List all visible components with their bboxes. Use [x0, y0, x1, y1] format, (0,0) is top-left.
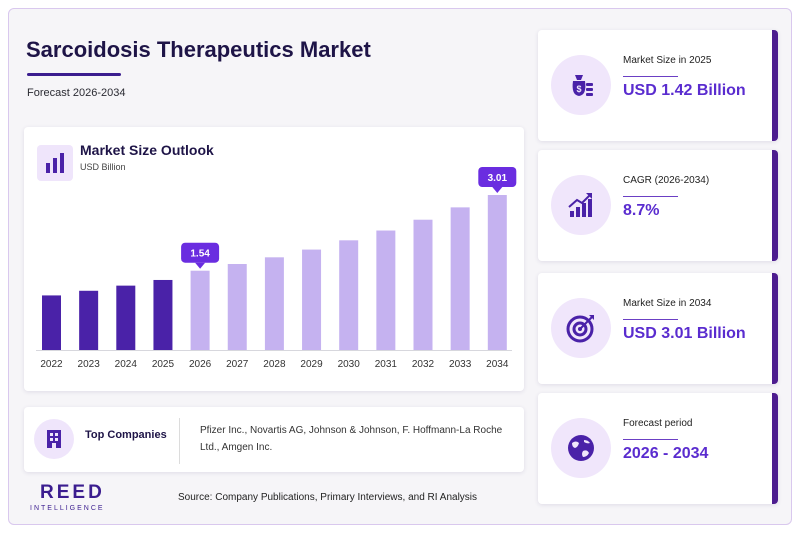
x-tick-label: 2025: [152, 359, 175, 370]
title-underline: [27, 73, 121, 76]
divider: [179, 418, 180, 464]
bar-2025: [153, 279, 173, 350]
x-tick-label: 2022: [40, 359, 63, 370]
chart-unit-label: USD Billion: [80, 162, 126, 172]
chart-title: Market Size Outlook: [80, 142, 214, 158]
bar-chart: 2022 2023 2024 2025 2026 2027 2028 2029 2030 2031…: [36, 167, 517, 370]
bar-2023: [79, 290, 99, 350]
bar-2033: [450, 207, 470, 350]
stat-card-market-size-2034: Market Size in 2034 USD 3.01 Billion: [538, 273, 778, 384]
stat-card-cagr: CAGR (2026-2034) 8.7%: [538, 150, 778, 261]
x-tick-label: 2032: [412, 359, 435, 370]
stat-label: Market Size in 2025: [623, 55, 712, 66]
bar-2032: [413, 219, 433, 350]
x-tick-label: 2030: [338, 359, 361, 370]
data-label: 3.01: [488, 173, 508, 184]
stat-value: USD 1.42 Billion: [623, 82, 746, 99]
stat-label: CAGR (2026-2034): [623, 175, 710, 186]
growth-chart-icon: [551, 175, 611, 235]
stat-rule: [623, 439, 678, 440]
x-tick-label: 2034: [486, 359, 509, 370]
bar-2029: [302, 249, 322, 350]
bar-chart-icon: [37, 145, 73, 181]
bar-2030: [339, 240, 359, 350]
bar-2034: [487, 195, 507, 350]
x-tick-label: 2033: [449, 359, 472, 370]
building-icon: [34, 419, 74, 459]
bar-2028: [264, 257, 284, 350]
money-bag-icon: $: [551, 55, 611, 115]
bar-2022: [42, 295, 61, 350]
x-tick-label: 2023: [78, 359, 101, 370]
x-tick-label: 2029: [300, 359, 323, 370]
source-note: Source: Company Publications, Primary In…: [178, 492, 478, 503]
stat-value: USD 3.01 Billion: [623, 325, 746, 342]
x-tick-label: 2026: [189, 359, 212, 370]
stat-value: 2026 - 2034: [623, 445, 709, 462]
stat-value: 8.7%: [623, 202, 660, 219]
stat-rule: [623, 196, 678, 197]
page-title: Sarcoidosis Therapeutics Market: [26, 37, 371, 62]
x-tick-label: 2028: [263, 359, 286, 370]
callout-2034: 3.01: [478, 167, 517, 193]
bar-2026: [190, 270, 210, 350]
callout-2026: 1.54: [181, 242, 220, 269]
x-tick-label: 2027: [226, 359, 249, 370]
stat-label: Forecast period: [623, 418, 693, 429]
bar-2031: [376, 230, 396, 350]
top-companies-card: Top Companies Pfizer Inc., Novartis AG, …: [24, 407, 524, 472]
globe-icon: [551, 418, 611, 478]
brand-logo: REED: [40, 482, 105, 503]
bar-2024: [116, 285, 136, 350]
top-companies-list: Pfizer Inc., Novartis AG, Johnson & John…: [200, 425, 503, 453]
brand-logo-subtitle: INTELLIGENCE: [30, 505, 105, 512]
x-tick-label: 2031: [375, 359, 398, 370]
stat-label: Market Size in 2034: [623, 298, 712, 309]
chart-card: Market Size Outlook USD Billion 2022 2023…: [24, 127, 524, 391]
stat-card-market-size-2025: $ Market Size in 2025 USD 1.42 Billion: [538, 30, 778, 141]
target-icon: [551, 298, 611, 358]
page-subtitle: Forecast 2026-2034: [27, 87, 126, 99]
x-tick-label: 2024: [115, 359, 138, 370]
bar-2027: [227, 264, 247, 350]
stat-rule: [623, 76, 678, 77]
data-label: 1.54: [190, 249, 210, 260]
svg-text:$: $: [576, 84, 581, 94]
stat-card-forecast-period: Forecast period 2026 - 2034: [538, 393, 778, 504]
stat-rule: [623, 319, 678, 320]
top-companies-label: Top Companies: [85, 429, 167, 441]
